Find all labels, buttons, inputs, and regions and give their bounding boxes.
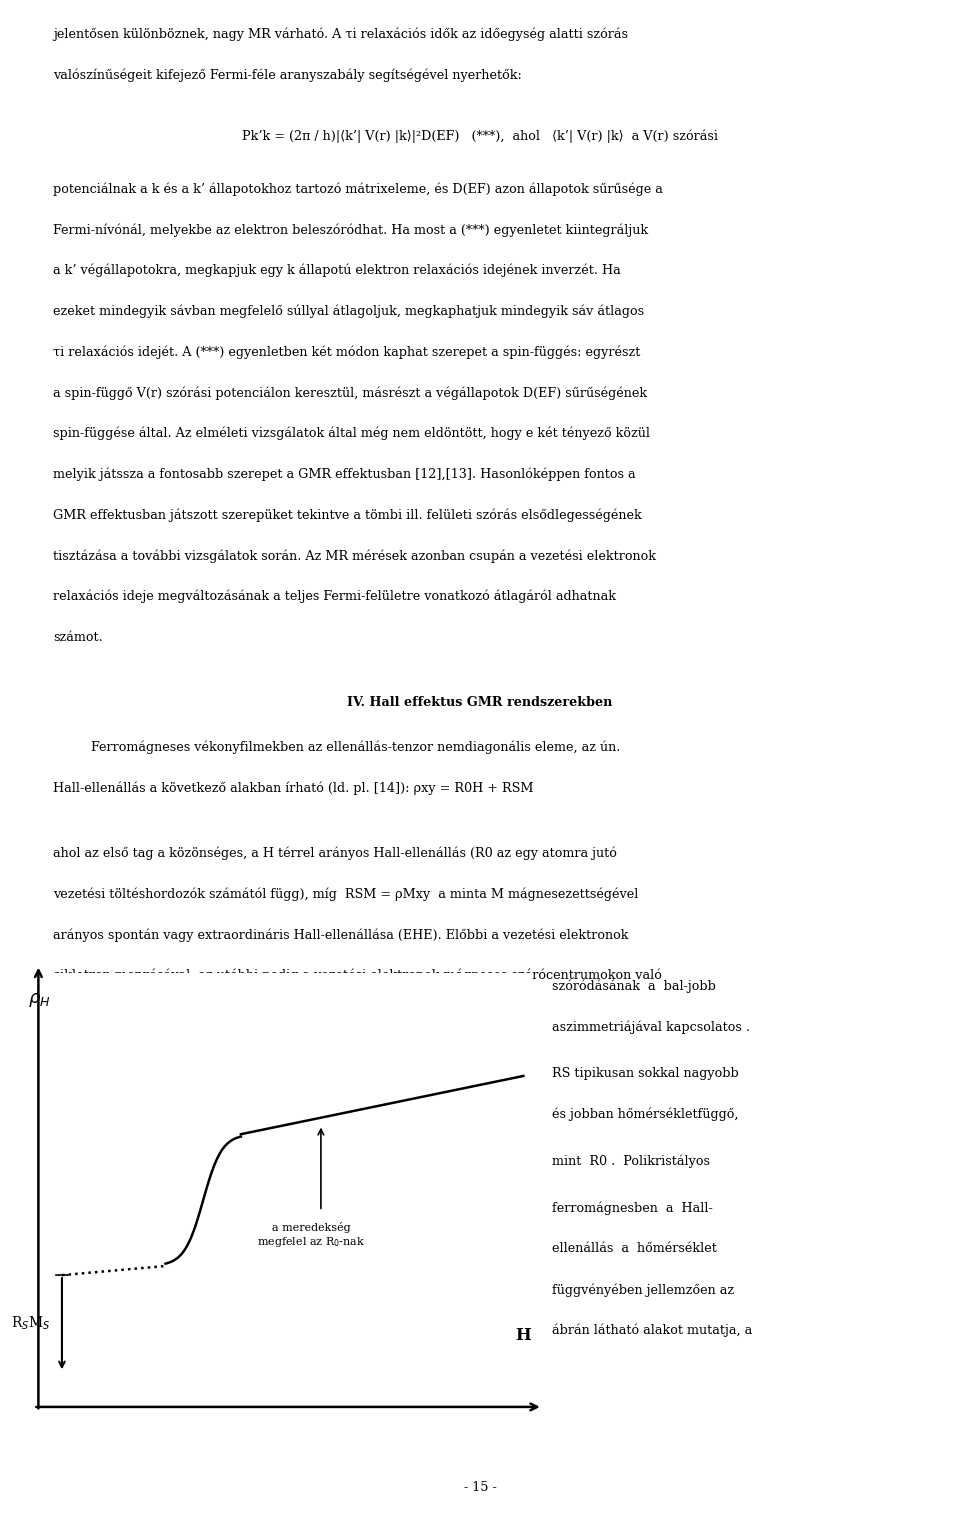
Text: spin-függése által. Az elméleti vizsgálatok által még nem eldöntött, hogy e két : spin-függése által. Az elméleti vizsgála…: [53, 427, 650, 441]
Text: $\rho_H$: $\rho_H$: [28, 990, 50, 1008]
Text: GMR effektusban játszott szerepüket tekintve a tömbi ill. felületi szórás elsődl: GMR effektusban játszott szerepüket teki…: [53, 508, 641, 522]
Text: melyik játssza a fontosabb szerepet a GMR effektusban [12],[13]. Hasonlóképpen f: melyik játssza a fontosabb szerepet a GM…: [53, 467, 636, 481]
Text: számot.: számot.: [53, 631, 103, 643]
Text: és jobban hőmérsékletfüggő,: és jobban hőmérsékletfüggő,: [552, 1107, 738, 1121]
Text: valószínűségeit kifejező Fermi-féle aranyszabály segítségével nyerhetők:: valószínűségeit kifejező Fermi-féle aran…: [53, 68, 521, 82]
Text: relaxációs ideje megváltozásának a teljes Fermi-felületre vonatkozó átlagáról ad: relaxációs ideje megváltozásának a telje…: [53, 590, 615, 604]
Text: IV. Hall effektus GMR rendszerekben: IV. Hall effektus GMR rendszerekben: [348, 697, 612, 709]
Text: ellenállás  a  hőmérséklet: ellenállás a hőmérséklet: [552, 1243, 717, 1255]
Text: Fermi-nívónál, melyekbe az elektron beleszóródhat. Ha most a (***) egyenletet ki: Fermi-nívónál, melyekbe az elektron bele…: [53, 224, 648, 237]
Text: ezeket mindegyik sávban megfelelő súllyal átlagoljuk, megkaphatjuk mindegyik sáv: ezeket mindegyik sávban megfelelő súllya…: [53, 304, 644, 318]
Text: H: H: [516, 1328, 531, 1345]
Text: a spin-függő V(r) szórási potenciálon keresztül, másrészt a végállapotok D(EF) s: a spin-függő V(r) szórási potenciálon ke…: [53, 386, 647, 400]
Text: vezetési töltéshordozók számától függ), míg  RSM = ρMxy  a minta M mágnesezettsé: vezetési töltéshordozók számától függ), …: [53, 887, 638, 900]
Text: a k’ végállapotokra, megkapjuk egy k állapotú elektron relaxációs idejének inver: a k’ végállapotokra, megkapjuk egy k áll…: [53, 263, 620, 277]
Text: ahol az első tag a közönséges, a H térrel arányos Hall-ellenállás (R0 az egy ato: ahol az első tag a közönséges, a H térre…: [53, 847, 616, 861]
Text: - 15 -: - 15 -: [464, 1480, 496, 1494]
Text: aszimmetriájával kapcsolatos .: aszimmetriájával kapcsolatos .: [552, 1021, 750, 1034]
Text: τi relaxációs idejét. A (***) egyenletben két módon kaphat szerepet a spin-függé: τi relaxációs idejét. A (***) egyenletbe…: [53, 345, 640, 359]
Text: ciklotron-mozgásával, az utóbbi pedig a vezetési elektronok mágneses szórócentru: ciklotron-mozgásával, az utóbbi pedig a …: [53, 969, 661, 983]
Text: tisztázása a további vizsgálatok során. Az MR mérések azonban csupán a vezetési : tisztázása a további vizsgálatok során. …: [53, 549, 656, 563]
Text: ábrán látható alakot mutatja, a: ábrán látható alakot mutatja, a: [552, 1323, 753, 1337]
Text: Pk’k = (2π / h)|⟨k’| V(r) |k⟩|²D(EF)   (***),  ahol   ⟨k’| V(r) |k⟩  a V(r) szór: Pk’k = (2π / h)|⟨k’| V(r) |k⟩|²D(EF) (**…: [242, 129, 718, 143]
Text: Ferromágneses vékonyfilmekben az ellenállás-tenzor nemdiagonális eleme, az ún.: Ferromágneses vékonyfilmekben az ellenál…: [91, 741, 620, 754]
Text: arányos spontán vagy extraordináris Hall-ellenállása (EHE). Előbbi a vezetési el: arányos spontán vagy extraordináris Hall…: [53, 928, 628, 941]
Text: potenciálnak a k és a k’ állapotokhoz tartozó mátrixeleme, és D(EF) azon állapot: potenciálnak a k és a k’ állapotokhoz ta…: [53, 183, 662, 196]
Text: ferromágnesben  a  Hall-: ferromágnesben a Hall-: [552, 1202, 712, 1215]
Text: R$_S$M$_S$: R$_S$M$_S$: [11, 1316, 50, 1332]
Text: jelentősen különböznek, nagy MR várható. A τi relaxációs idők az időegység alatt: jelentősen különböznek, nagy MR várható.…: [53, 27, 628, 41]
Text: mint  R0 .  Polikristályos: mint R0 . Polikristályos: [552, 1154, 710, 1168]
Text: függvényében jellemzően az: függvényében jellemzően az: [552, 1284, 734, 1297]
Text: szóródásának  a  bal-jobb: szóródásának a bal-jobb: [552, 980, 716, 993]
Text: a meredekség
megfelel az R$_0$-nak: a meredekség megfelel az R$_0$-nak: [257, 1221, 366, 1249]
Text: RS tipikusan sokkal nagyobb: RS tipikusan sokkal nagyobb: [552, 1068, 739, 1080]
Text: Hall-ellenállás a következő alakban írható (ld. pl. [14]): ρxy = R0H + RSM: Hall-ellenállás a következő alakban írha…: [53, 782, 534, 795]
